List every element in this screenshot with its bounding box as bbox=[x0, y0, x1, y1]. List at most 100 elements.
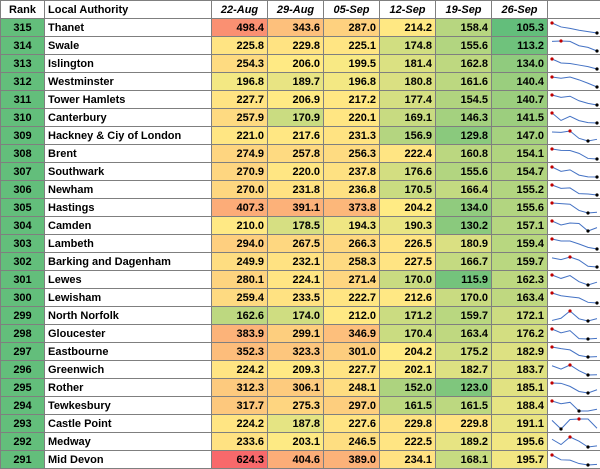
sparkline-high-marker bbox=[559, 39, 562, 42]
rank-cell: 302 bbox=[1, 253, 45, 271]
sparkline-cell bbox=[548, 415, 600, 433]
rank-cell: 314 bbox=[1, 37, 45, 55]
rate-cell: 177.4 bbox=[380, 91, 436, 109]
sparkline-low-marker bbox=[595, 103, 598, 106]
rank-cell: 315 bbox=[1, 19, 45, 37]
local-authority-cell: Camden bbox=[45, 217, 212, 235]
sparkline-line bbox=[552, 293, 597, 303]
sparkline-cell bbox=[548, 451, 600, 469]
sparkline-cell bbox=[548, 181, 600, 199]
local-authority-cell: Lambeth bbox=[45, 235, 212, 253]
sparkline bbox=[548, 416, 600, 432]
sparkline-line bbox=[552, 113, 597, 123]
rate-cell: 246.5 bbox=[324, 433, 380, 451]
sparkline bbox=[548, 92, 600, 108]
sparkline-high-marker bbox=[550, 201, 553, 204]
local-authority-cell: Medway bbox=[45, 433, 212, 451]
sparkline-line bbox=[552, 221, 597, 231]
rate-cell: 174.0 bbox=[268, 307, 324, 325]
rate-cell: 159.4 bbox=[492, 235, 548, 253]
rate-cell: 194.3 bbox=[324, 217, 380, 235]
sparkline bbox=[548, 326, 600, 342]
local-authority-cell: North Norfolk bbox=[45, 307, 212, 325]
rate-cell: 161.5 bbox=[380, 397, 436, 415]
sparkline-high-marker bbox=[550, 327, 553, 330]
sparkline bbox=[548, 38, 600, 54]
rate-cell: 176.2 bbox=[492, 325, 548, 343]
sparkline-high-marker bbox=[550, 453, 553, 456]
rate-cell: 170.0 bbox=[436, 289, 492, 307]
sparkline bbox=[548, 236, 600, 252]
rate-cell: 141.5 bbox=[492, 109, 548, 127]
sparkline-line bbox=[552, 401, 597, 411]
rate-cell: 233.5 bbox=[268, 289, 324, 307]
sparkline-cell bbox=[548, 325, 600, 343]
rate-cell: 196.8 bbox=[324, 73, 380, 91]
rate-cell: 180.8 bbox=[380, 73, 436, 91]
sparkline-low-marker bbox=[595, 301, 598, 304]
rate-cell: 227.7 bbox=[212, 91, 268, 109]
rate-cell: 199.5 bbox=[324, 55, 380, 73]
sparkline-line bbox=[552, 419, 597, 429]
rate-cell: 134.0 bbox=[492, 55, 548, 73]
sparkline-low-marker bbox=[595, 265, 598, 268]
rate-cell: 203.1 bbox=[268, 433, 324, 451]
rank-cell: 304 bbox=[1, 217, 45, 235]
rate-cell: 249.9 bbox=[212, 253, 268, 271]
local-authority-cell: Barking and Dagenham bbox=[45, 253, 212, 271]
rate-cell: 297.0 bbox=[324, 397, 380, 415]
sparkline-cell bbox=[548, 289, 600, 307]
rate-cell: 154.1 bbox=[492, 145, 548, 163]
rate-cell: 259.4 bbox=[212, 289, 268, 307]
sparkline-cell bbox=[548, 163, 600, 181]
rate-cell: 140.7 bbox=[492, 91, 548, 109]
rate-cell: 204.2 bbox=[380, 343, 436, 361]
sparkline bbox=[548, 362, 600, 378]
rate-cell: 248.1 bbox=[324, 379, 380, 397]
sparkline-line bbox=[552, 257, 597, 267]
rate-cell: 181.4 bbox=[380, 55, 436, 73]
sparkline-low-marker bbox=[595, 121, 598, 124]
local-authority-cell: Gloucester bbox=[45, 325, 212, 343]
local-authority-cell: Westminster bbox=[45, 73, 212, 91]
rate-cell: 166.7 bbox=[436, 253, 492, 271]
sparkline bbox=[548, 380, 600, 396]
sparkline-high-marker bbox=[550, 345, 553, 348]
sparkline bbox=[548, 74, 600, 90]
sparkline-cell bbox=[548, 145, 600, 163]
rate-cell: 287.0 bbox=[324, 19, 380, 37]
sparkline-high-marker bbox=[550, 399, 553, 402]
sparkline-low-marker bbox=[595, 85, 598, 88]
header-date: 29-Aug bbox=[268, 1, 324, 19]
rank-cell: 305 bbox=[1, 199, 45, 217]
sparkline-high-marker bbox=[550, 75, 553, 78]
rate-cell: 217.6 bbox=[268, 127, 324, 145]
sparkline bbox=[548, 164, 600, 180]
sparkline-high-marker bbox=[550, 111, 553, 114]
rate-cell: 229.8 bbox=[436, 415, 492, 433]
rate-cell: 227.5 bbox=[380, 253, 436, 271]
rank-cell: 298 bbox=[1, 325, 45, 343]
rate-cell: 140.4 bbox=[492, 73, 548, 91]
local-authority-cell: Castle Point bbox=[45, 415, 212, 433]
local-authority-cell: Tower Hamlets bbox=[45, 91, 212, 109]
sparkline-line bbox=[552, 59, 597, 69]
local-authority-cell: Eastbourne bbox=[45, 343, 212, 361]
sparkline-high-marker bbox=[568, 363, 571, 366]
sparkline bbox=[548, 146, 600, 162]
rate-cell: 190.3 bbox=[380, 217, 436, 235]
header-date: 12-Sep bbox=[380, 1, 436, 19]
sparkline-cell bbox=[548, 109, 600, 127]
sparkline-low-marker bbox=[586, 445, 589, 448]
sparkline-line bbox=[552, 383, 597, 393]
rate-cell: 161.6 bbox=[436, 73, 492, 91]
rate-cell: 236.8 bbox=[324, 181, 380, 199]
rate-cell: 224.1 bbox=[268, 271, 324, 289]
